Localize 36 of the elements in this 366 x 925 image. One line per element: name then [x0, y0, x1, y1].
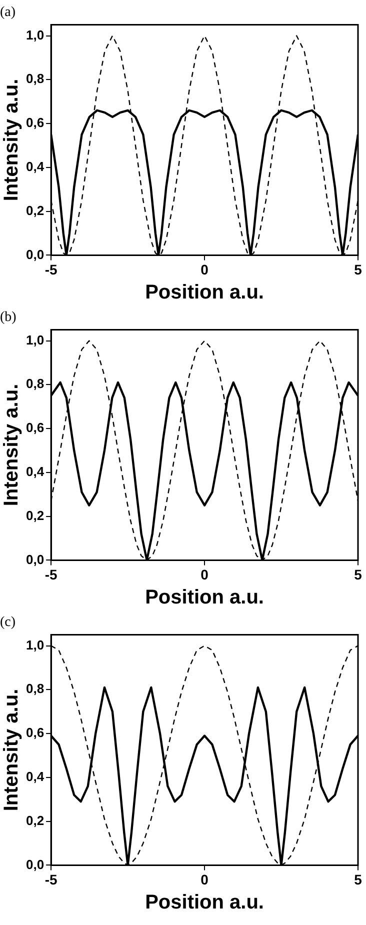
x-axis-title: Position a.u.	[145, 282, 264, 304]
x-tick-label: 0	[200, 871, 209, 888]
chart-title: (a)	[0, 5, 16, 20]
y-tick-label: 0,6	[26, 725, 44, 740]
y-tick-label: 1,0	[26, 637, 44, 652]
y-tick-label: 0,4	[26, 464, 45, 480]
x-tick-label: 0	[200, 261, 209, 278]
y-axis-title: Intensity a.u.	[0, 688, 23, 812]
x-tick-label: -5	[44, 261, 58, 278]
y-tick-label: 0,2	[26, 812, 44, 828]
y-tick-label: 0,0	[26, 552, 44, 567]
x-tick-label: 5	[354, 566, 362, 582]
y-tick-label: 0,8	[26, 681, 44, 696]
y-tick-label: 0,4	[26, 159, 45, 174]
y-axis-title: Intensity a.u.	[0, 78, 23, 202]
y-tick-label: 0,8	[26, 71, 44, 86]
y-tick-label: 0,0	[26, 856, 44, 872]
y-tick-label: 0,8	[26, 376, 44, 392]
y-tick-label: 1,0	[26, 332, 44, 348]
x-axis-title: Position a.u.	[145, 586, 264, 609]
y-tick-label: 1,0	[26, 27, 44, 42]
x-tick-label: 5	[354, 261, 362, 278]
x-tick-label: -5	[44, 566, 58, 582]
x-tick-label: 0	[200, 566, 209, 582]
x-tick-label: 5	[354, 871, 362, 888]
y-tick-label: 0,6	[26, 420, 44, 436]
chart-title: (c)	[0, 615, 16, 630]
y-tick-label: 0,0	[26, 246, 44, 262]
y-tick-label: 0,2	[26, 508, 44, 523]
x-axis-title: Position a.u.	[145, 892, 264, 914]
y-tick-label: 0,4	[26, 769, 45, 784]
x-tick-label: -5	[44, 871, 58, 888]
chart-title: (b)	[0, 310, 17, 326]
y-tick-label: 0,6	[26, 115, 44, 130]
y-axis-title: Intensity a.u.	[0, 384, 23, 506]
y-tick-label: 0,2	[26, 202, 44, 218]
